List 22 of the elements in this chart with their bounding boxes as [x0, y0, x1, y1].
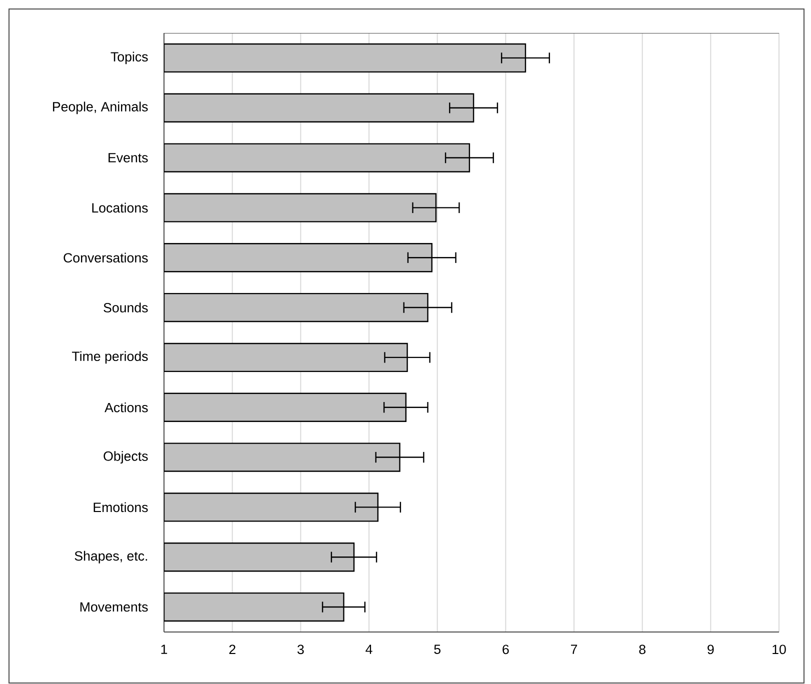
x-tick-label: 1: [161, 644, 168, 654]
y-tick-label: Actions: [104, 402, 148, 412]
y-tick-label: Sounds: [104, 302, 148, 312]
x-tick-label: 4: [366, 644, 372, 654]
x-tick-label: 9: [708, 644, 714, 654]
y-tick-label: Events: [108, 153, 148, 162]
y-tick-label: Locations: [92, 202, 148, 213]
y-tick-label: Emotions: [94, 502, 148, 512]
x-tick-label: 6: [502, 644, 509, 654]
y-tick-label: People, Animals: [53, 102, 148, 114]
x-tick-label: 10: [772, 644, 786, 654]
y-tick-label: Time periods: [72, 351, 148, 364]
x-tick-label: 7: [570, 644, 578, 654]
y-tick-label: Conversations: [64, 252, 148, 263]
x-tick-label: 3: [297, 644, 304, 654]
x-tick-label: 5: [434, 644, 440, 654]
y-tick-label: Shapes, etc.: [74, 550, 148, 564]
y-tick-label: Movements: [80, 602, 148, 612]
x-tick-label: 8: [639, 644, 646, 654]
y-tick-label: Topics: [110, 52, 148, 64]
x-tick-label: 2: [229, 644, 236, 654]
y-tick-label: Objects: [104, 451, 148, 464]
